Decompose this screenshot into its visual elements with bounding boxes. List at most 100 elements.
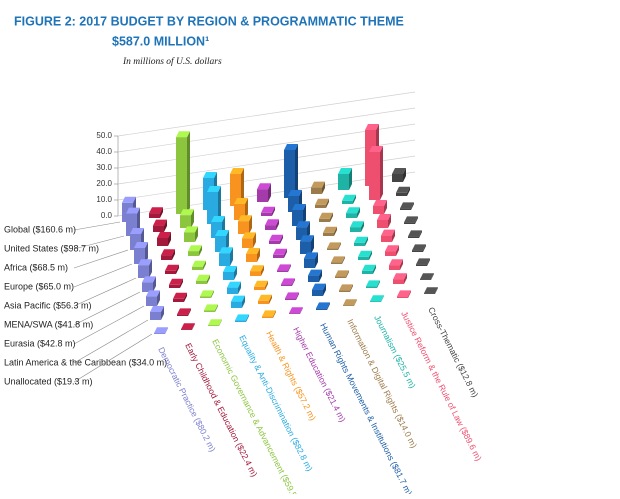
bar-top	[296, 221, 310, 228]
bar-side	[245, 198, 248, 220]
bar-group	[408, 230, 422, 238]
bar-top	[134, 242, 148, 248]
bar-side	[192, 323, 195, 330]
bar-top	[343, 299, 357, 306]
bar-top	[412, 244, 426, 251]
bar	[285, 298, 296, 300]
region-leader	[73, 305, 145, 345]
bar-top	[215, 230, 229, 236]
bar-group	[392, 168, 406, 182]
bar-top	[231, 295, 245, 302]
bar	[257, 189, 268, 202]
bar-group	[138, 259, 152, 278]
bar	[296, 227, 307, 240]
bar-side	[388, 214, 391, 228]
bar-top	[176, 131, 190, 138]
bar-group	[358, 250, 372, 260]
bar-top	[169, 278, 183, 285]
bar-group	[393, 273, 407, 284]
bar-side	[153, 276, 156, 292]
bar-side	[261, 265, 264, 276]
bar-top	[338, 168, 352, 174]
bar-group	[389, 259, 403, 270]
bar-side	[284, 248, 287, 258]
bar-side	[373, 264, 376, 274]
bar	[346, 213, 357, 218]
bar	[254, 286, 265, 290]
bar-top	[269, 234, 283, 241]
bar-side	[215, 304, 218, 312]
bar-top	[381, 229, 395, 236]
bar-side	[346, 270, 349, 278]
bar	[165, 270, 176, 274]
bar	[366, 286, 377, 288]
bar	[315, 204, 326, 208]
bar-group	[176, 131, 190, 214]
region-label: Global ($160.6 m)	[4, 224, 76, 234]
bar-side	[253, 232, 256, 248]
bar-side	[195, 226, 198, 242]
bar	[169, 284, 180, 288]
bar	[424, 293, 435, 294]
bar-top	[393, 273, 407, 280]
bar-group	[331, 256, 345, 264]
bar	[389, 265, 400, 270]
bar-side	[300, 307, 303, 314]
bar-group	[420, 273, 434, 280]
bar-side	[165, 327, 168, 334]
bar-top	[389, 259, 403, 266]
bar-side	[423, 244, 426, 252]
bar-top	[392, 168, 406, 174]
bar-top	[408, 230, 422, 237]
bar	[246, 254, 257, 262]
bar-top	[204, 304, 218, 311]
bar-group	[315, 198, 329, 208]
bar-side	[160, 207, 163, 218]
bar	[250, 271, 261, 276]
bar-side	[280, 234, 283, 244]
bar-group	[134, 242, 148, 264]
region-label: Europe ($65.0 m)	[4, 281, 74, 291]
bar	[219, 253, 230, 266]
bar-top	[153, 219, 167, 226]
bar-group	[261, 206, 275, 216]
bar	[292, 210, 303, 226]
bar-group	[265, 219, 279, 230]
bar-top	[230, 168, 244, 174]
bar	[234, 204, 245, 220]
bar-side	[219, 319, 222, 326]
bar-group	[231, 295, 245, 308]
bar-group	[284, 144, 298, 198]
bar-side	[350, 284, 353, 292]
bar	[319, 218, 330, 222]
bar-side	[273, 310, 276, 318]
bar-top	[416, 258, 430, 265]
bar-top	[292, 204, 306, 210]
region-leader	[73, 235, 125, 250]
bar-top	[184, 226, 198, 233]
bar-top	[288, 190, 302, 196]
bar-top	[150, 306, 164, 312]
bar-group	[404, 216, 418, 224]
bar-side	[249, 215, 252, 234]
bar-top	[323, 226, 337, 233]
bar-top	[122, 196, 136, 203]
bar-top	[257, 183, 271, 190]
bar	[273, 254, 284, 258]
bar	[338, 174, 349, 190]
bar-side	[272, 206, 275, 216]
bar-side	[292, 278, 295, 286]
bar	[196, 280, 207, 284]
bar-group	[316, 302, 330, 310]
bar-top	[238, 215, 252, 222]
bar-group	[215, 230, 229, 252]
bar-top	[180, 209, 194, 216]
bar-top	[365, 124, 379, 130]
bar-side	[323, 283, 326, 296]
bar-side	[311, 235, 314, 254]
bar-group	[381, 229, 395, 242]
bar-group	[262, 310, 276, 318]
bar-top	[370, 295, 384, 302]
bar-group	[342, 194, 356, 204]
